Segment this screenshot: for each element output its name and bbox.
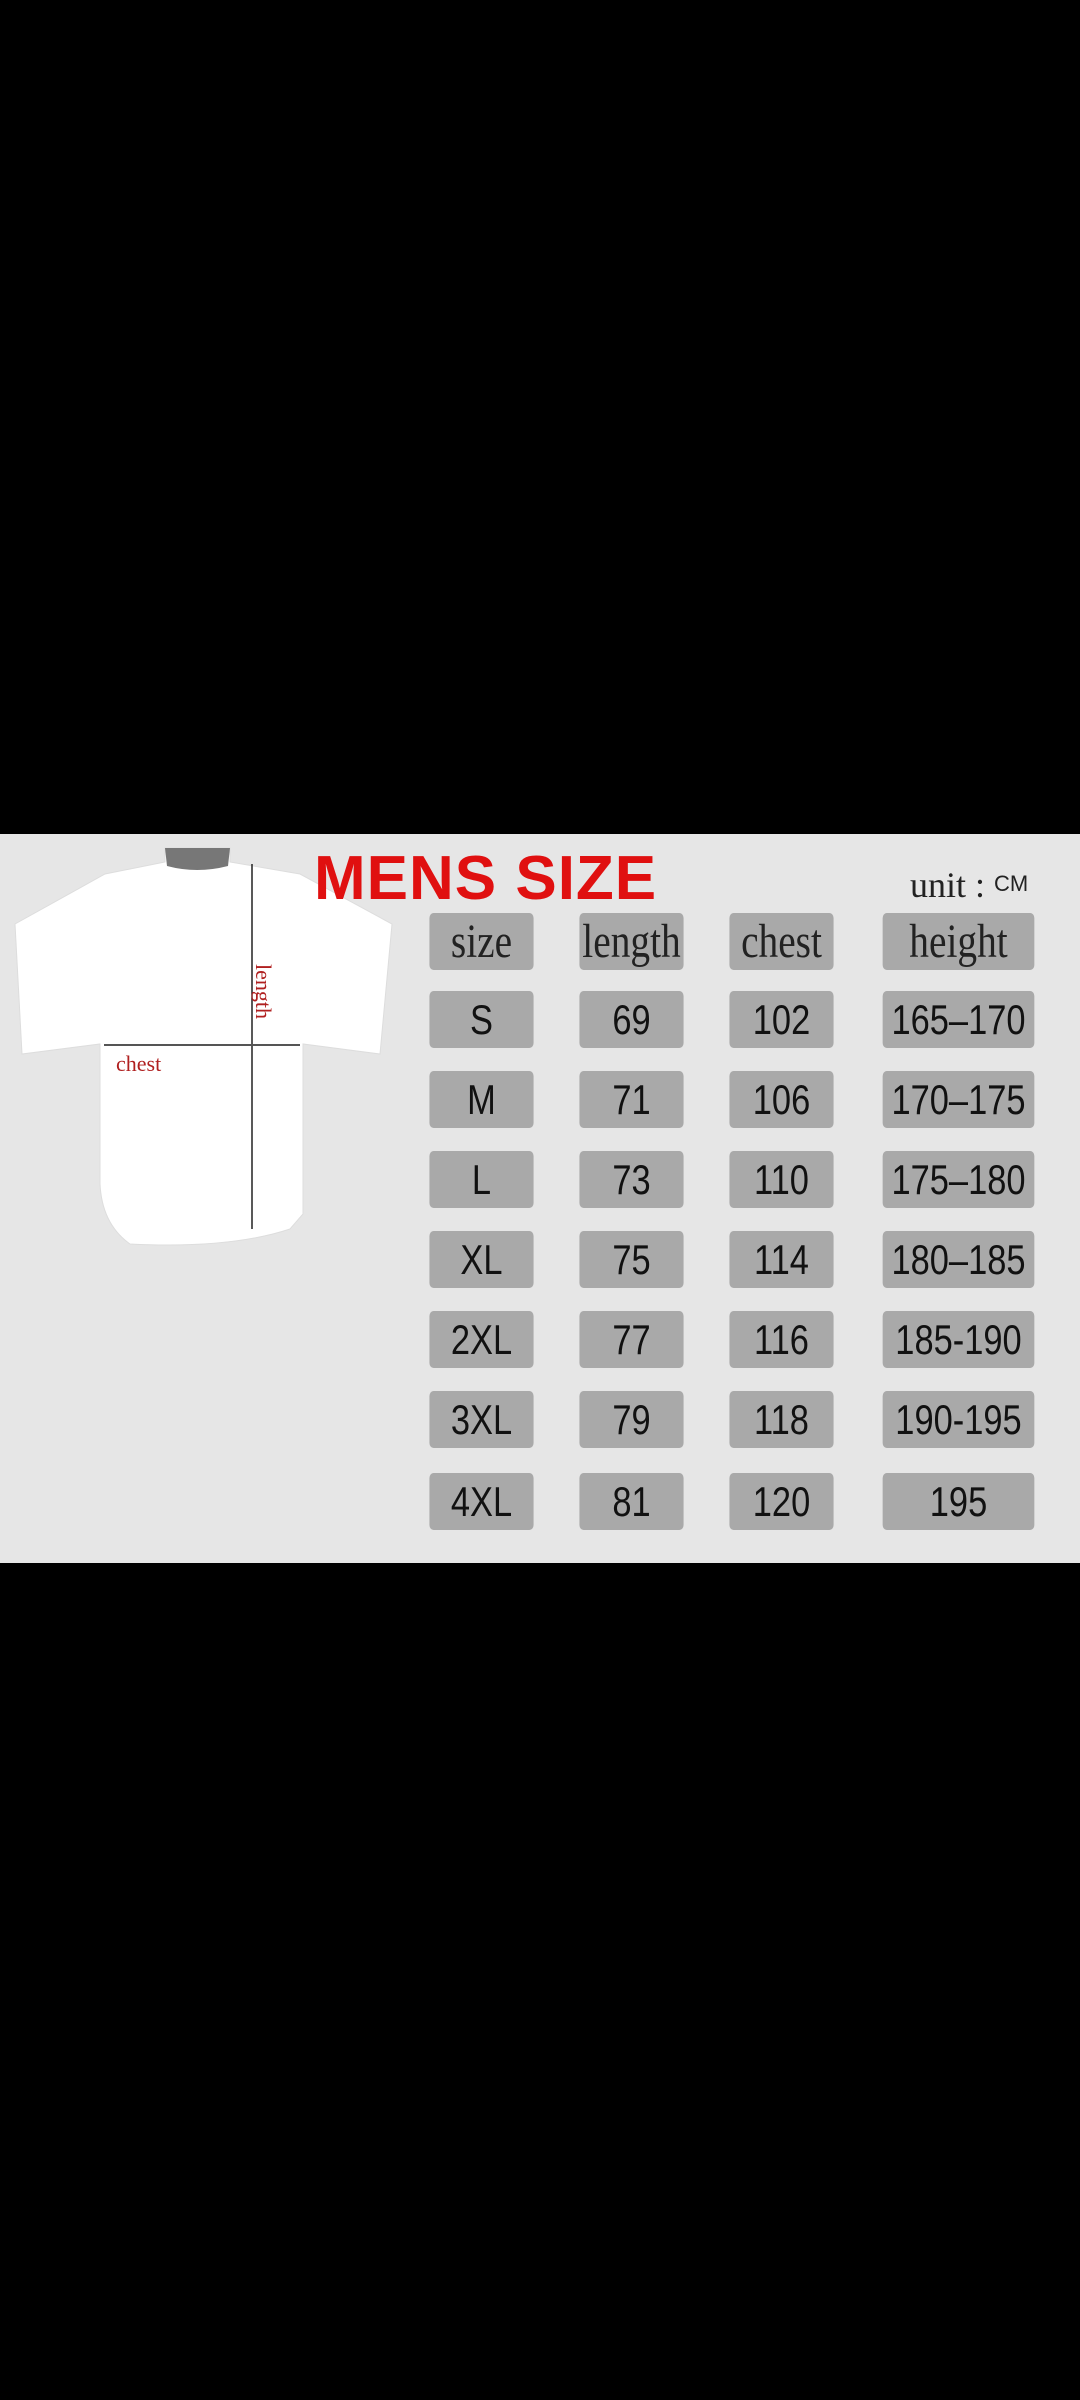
cell-size: 4XL	[429, 1473, 534, 1530]
length-label: length	[251, 964, 276, 1019]
unit-label: unit : CM	[910, 864, 1028, 906]
cell-size: XL	[429, 1231, 534, 1288]
cell-length: 71	[579, 1071, 684, 1128]
header-size: size	[429, 913, 534, 970]
cell-height: 195	[882, 1473, 1035, 1530]
cell-length: 79	[579, 1391, 684, 1448]
cell-size: L	[429, 1151, 534, 1208]
cell-size: S	[429, 991, 534, 1048]
header-height: height	[882, 913, 1035, 970]
header-length: length	[579, 913, 684, 970]
header-chest: chest	[729, 913, 834, 970]
cell-height: 190-195	[882, 1391, 1035, 1448]
shirt-shape	[14, 847, 393, 1246]
size-chart-image: length chest MENS SIZE unit : CM size len…	[0, 834, 1080, 1563]
cell-length: 73	[579, 1151, 684, 1208]
cell-chest: 106	[729, 1071, 834, 1128]
unit-text: unit :	[910, 865, 986, 905]
cell-height: 175–180	[882, 1151, 1035, 1208]
shirt-collar	[165, 848, 230, 870]
cell-size: 2XL	[429, 1311, 534, 1368]
cell-chest: 114	[729, 1231, 834, 1288]
cell-chest: 118	[729, 1391, 834, 1448]
cell-height: 165–170	[882, 991, 1035, 1048]
cell-height: 170–175	[882, 1071, 1035, 1128]
cell-length: 75	[579, 1231, 684, 1288]
tshirt-diagram: length chest	[14, 847, 393, 1246]
cell-size: 3XL	[429, 1391, 534, 1448]
cell-length: 69	[579, 991, 684, 1048]
cell-length: 77	[579, 1311, 684, 1368]
chart-title: MENS SIZE	[314, 844, 658, 913]
cell-chest: 110	[729, 1151, 834, 1208]
cell-chest: 120	[729, 1473, 834, 1530]
cell-size: M	[429, 1071, 534, 1128]
cell-chest: 102	[729, 991, 834, 1048]
cell-chest: 116	[729, 1311, 834, 1368]
unit-value: CM	[994, 871, 1029, 896]
cell-height: 185-190	[882, 1311, 1035, 1368]
chest-label: chest	[116, 1051, 161, 1076]
cell-height: 180–185	[882, 1231, 1035, 1288]
cell-length: 81	[579, 1473, 684, 1530]
